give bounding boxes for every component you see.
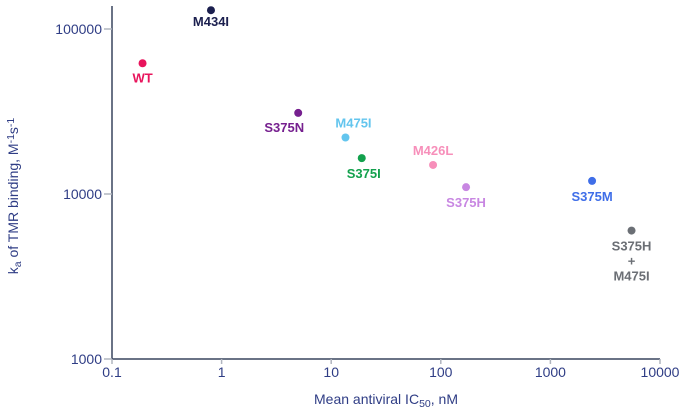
data-point-label-S375N: S375N (264, 120, 304, 135)
x-tick-label: 0.1 (102, 364, 122, 380)
data-point-label-S375H-M475I: S375H (612, 239, 652, 254)
data-point-S375M (588, 176, 597, 185)
data-point-M434I (206, 6, 215, 15)
data-point-M475I (341, 133, 350, 142)
x-tick-label: 1000 (535, 364, 566, 380)
y-tick-label: 10000 (63, 186, 102, 202)
data-point-label-M475I: M475I (335, 116, 371, 131)
data-point-label-S375M: S375M (571, 189, 612, 204)
data-point-S375H-M475I (627, 226, 636, 235)
y-tick-label: 1000 (71, 351, 102, 367)
data-point-S375H (462, 183, 471, 192)
data-point-label-M434I: M434I (193, 14, 229, 29)
data-point-label-M426L: M426L (413, 143, 454, 158)
x-tick-label: 10000 (641, 364, 680, 380)
data-point-WT (138, 59, 147, 68)
y-tick-label: 100000 (55, 21, 102, 37)
x-tick-label: 1 (218, 364, 226, 380)
x-tick-label: 100 (429, 364, 453, 380)
data-point-S375I (357, 154, 366, 163)
data-point-S375N (294, 108, 303, 117)
data-point-label-S375H-M475I: + (628, 254, 636, 269)
data-point-M426L (429, 160, 438, 169)
data-point-label-WT: WT (132, 70, 152, 85)
data-point-label-S375I: S375I (347, 166, 381, 181)
x-tick-label: 10 (323, 364, 339, 380)
x-axis-title: Mean antiviral IC50, nM (314, 391, 458, 410)
data-point-label-S375H: S375H (446, 195, 486, 210)
y-axis-title: ka of TMR binding, M-1s-1 (5, 118, 24, 275)
data-point-label-S375H-M475I: M475I (613, 269, 649, 284)
